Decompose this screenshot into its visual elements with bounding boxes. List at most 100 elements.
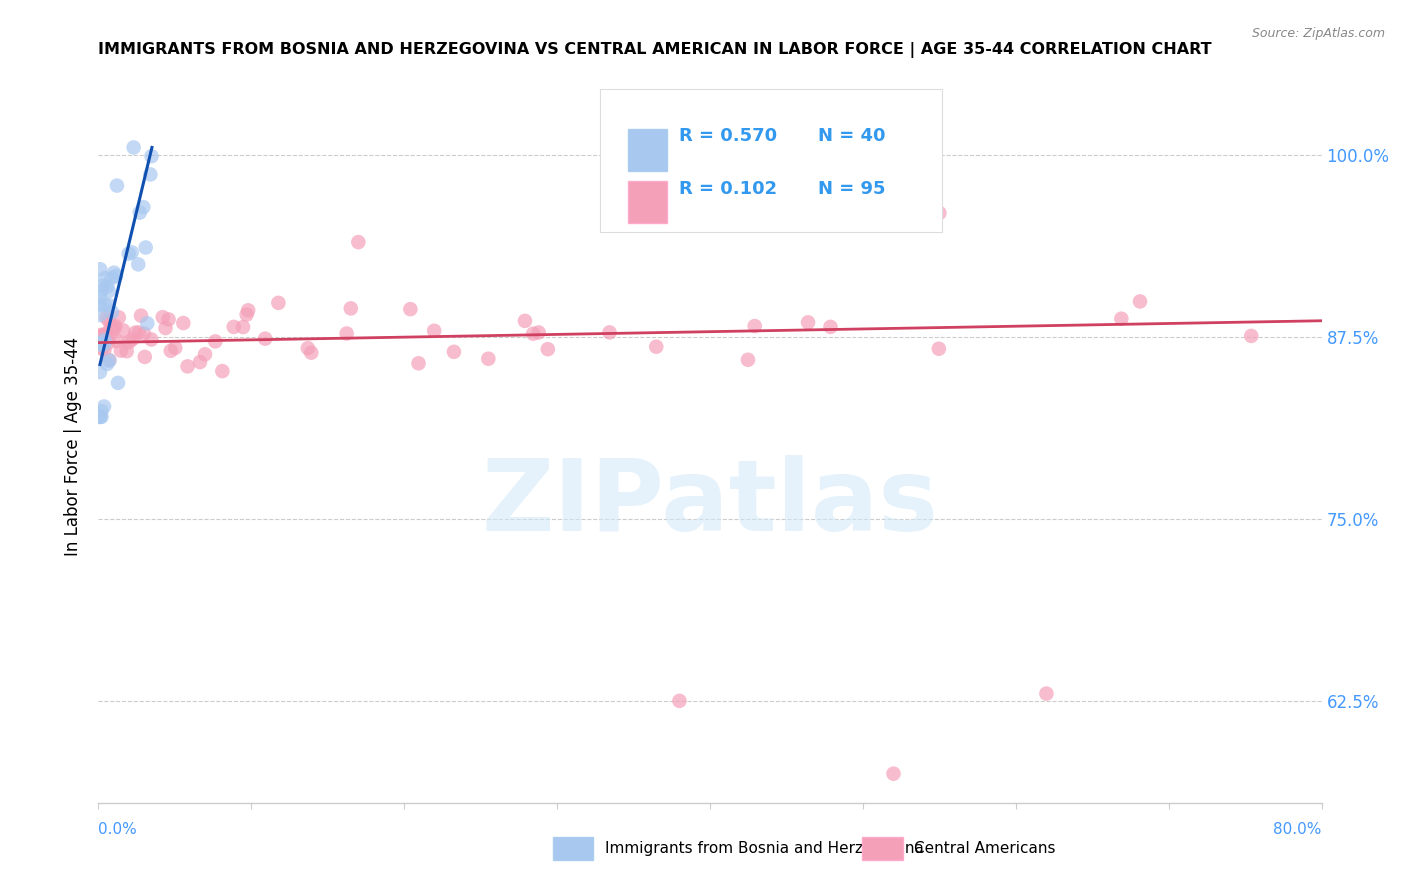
Point xyxy=(93,327,115,342)
Point xyxy=(165,341,187,355)
Point xyxy=(122,140,145,154)
Point xyxy=(89,365,111,379)
Text: R = 0.570: R = 0.570 xyxy=(679,127,778,145)
Point xyxy=(157,312,180,326)
Point xyxy=(97,298,120,312)
Point xyxy=(399,302,422,317)
Point xyxy=(883,766,905,780)
Point xyxy=(98,353,121,368)
Point xyxy=(744,319,766,334)
Point xyxy=(89,337,111,351)
Point xyxy=(89,290,111,304)
Point xyxy=(928,342,950,356)
Point xyxy=(299,345,322,359)
Text: Immigrants from Bosnia and Herzegovina: Immigrants from Bosnia and Herzegovina xyxy=(605,841,924,855)
Point xyxy=(101,319,124,334)
Point xyxy=(97,314,120,328)
Point xyxy=(121,332,143,346)
Point xyxy=(132,200,155,214)
Point xyxy=(91,342,114,356)
Point xyxy=(135,240,157,254)
Point xyxy=(93,400,115,414)
Point xyxy=(89,262,111,277)
Point xyxy=(96,279,118,293)
Point xyxy=(127,257,149,271)
Point xyxy=(194,347,217,361)
Point xyxy=(254,332,277,346)
Point xyxy=(172,316,194,330)
Text: N = 95: N = 95 xyxy=(818,180,886,198)
Point xyxy=(347,235,370,249)
Point xyxy=(91,278,114,293)
Point xyxy=(107,310,129,325)
Text: 0.0%: 0.0% xyxy=(98,822,138,837)
Point xyxy=(336,326,359,341)
Point xyxy=(94,330,117,344)
Point xyxy=(93,297,115,311)
Point xyxy=(188,355,211,369)
Point xyxy=(89,308,111,322)
Point xyxy=(477,351,499,366)
Point xyxy=(89,337,111,351)
Point xyxy=(159,343,181,358)
Point xyxy=(93,333,115,347)
Point xyxy=(668,694,690,708)
Point xyxy=(408,356,430,370)
Point xyxy=(124,326,146,340)
Point xyxy=(134,350,156,364)
Point xyxy=(136,316,159,330)
Text: 80.0%: 80.0% xyxy=(1274,822,1322,837)
Point xyxy=(204,334,226,349)
Point xyxy=(141,333,163,347)
Point xyxy=(1035,687,1057,701)
Point xyxy=(238,303,260,318)
Point xyxy=(1240,329,1263,343)
Point xyxy=(443,344,465,359)
Point xyxy=(222,319,245,334)
Text: ZIPatlas: ZIPatlas xyxy=(482,455,938,551)
Point xyxy=(176,359,198,374)
Point xyxy=(155,321,177,335)
Text: N = 40: N = 40 xyxy=(818,127,886,145)
Point xyxy=(98,353,121,368)
Point xyxy=(90,337,112,351)
Point xyxy=(94,327,117,342)
Point xyxy=(129,309,152,323)
Point xyxy=(423,324,446,338)
Text: Central Americans: Central Americans xyxy=(914,841,1056,855)
Point xyxy=(107,376,129,390)
Point xyxy=(128,205,150,219)
Point xyxy=(297,341,319,355)
Text: IMMIGRANTS FROM BOSNIA AND HERZEGOVINA VS CENTRAL AMERICAN IN LABOR FORCE | AGE : IMMIGRANTS FROM BOSNIA AND HERZEGOVINA V… xyxy=(98,42,1212,58)
Point xyxy=(267,296,290,310)
Point xyxy=(90,333,112,347)
Text: Source: ZipAtlas.com: Source: ZipAtlas.com xyxy=(1251,27,1385,40)
Point xyxy=(340,301,363,316)
Y-axis label: In Labor Force | Age 35-44: In Labor Force | Age 35-44 xyxy=(65,336,83,556)
Point xyxy=(128,326,150,340)
Point xyxy=(90,327,112,342)
Point xyxy=(118,246,141,260)
FancyBboxPatch shape xyxy=(628,128,668,171)
Point xyxy=(100,321,122,335)
Point xyxy=(211,364,233,378)
Point xyxy=(132,326,155,341)
Point xyxy=(105,178,128,193)
Point xyxy=(105,334,128,348)
Point xyxy=(89,409,111,424)
FancyBboxPatch shape xyxy=(628,181,668,223)
Point xyxy=(121,245,143,260)
Point xyxy=(105,268,128,283)
Point xyxy=(1111,311,1133,326)
Point xyxy=(141,149,163,163)
Point xyxy=(97,335,120,350)
Point xyxy=(103,321,125,335)
Text: R = 0.102: R = 0.102 xyxy=(679,180,778,198)
Point xyxy=(90,404,112,418)
Point xyxy=(513,314,536,328)
Point xyxy=(100,271,122,285)
Point xyxy=(103,266,125,280)
Point xyxy=(101,305,124,319)
Point xyxy=(928,206,950,220)
Point xyxy=(112,323,135,337)
